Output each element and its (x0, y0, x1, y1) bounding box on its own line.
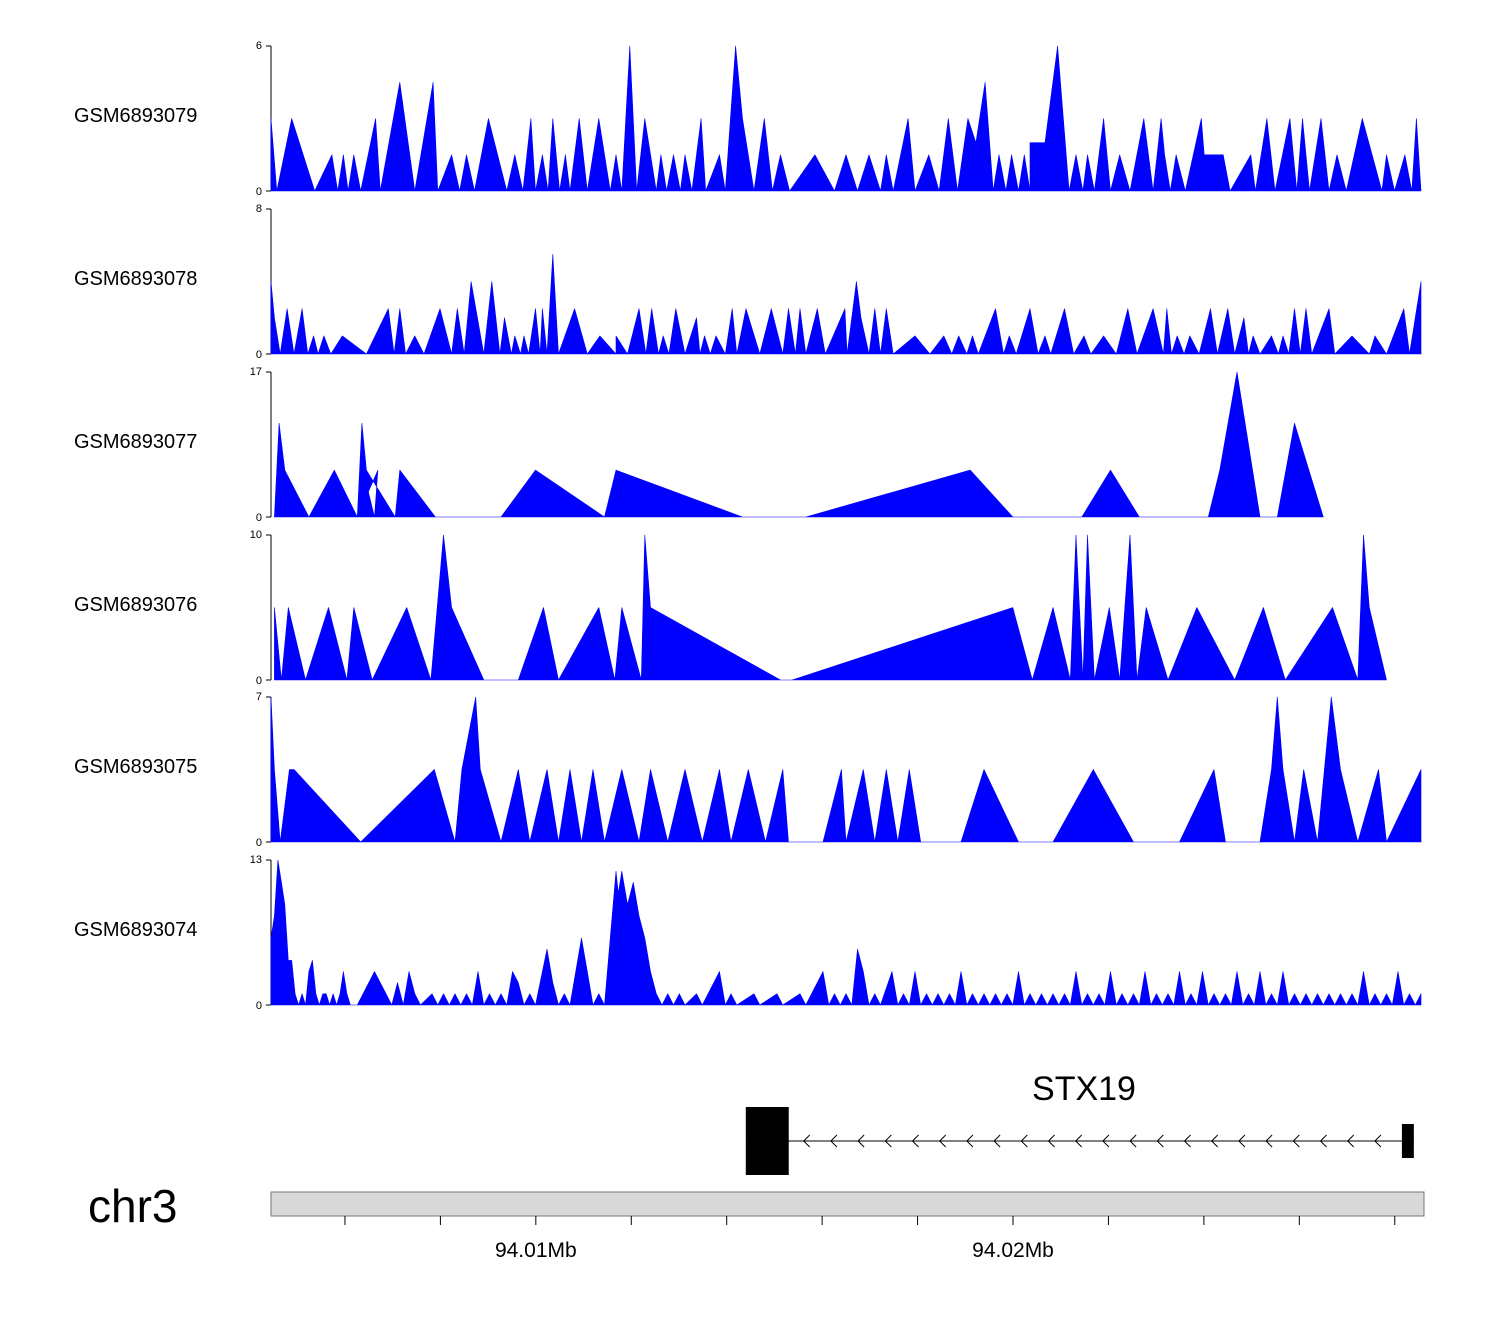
coverage-area (274, 371, 1324, 518)
strand-arrow (993, 1134, 1001, 1148)
strand-arrow (1183, 1134, 1191, 1148)
coverage-track: GSM6893077 17 0 (74, 366, 1324, 524)
coverage-area (270, 696, 1422, 843)
genome-axis-label: 94.01Mb (495, 1239, 577, 1262)
strand-arrow (830, 1134, 838, 1148)
strand-arrow (966, 1134, 974, 1148)
coverage-track: GSM6893078 8 0 (74, 203, 1422, 361)
strand-arrow (911, 1134, 919, 1148)
strand-arrow (1020, 1134, 1028, 1148)
track-label: GSM6893074 (74, 919, 197, 941)
strand-arrow (884, 1134, 892, 1148)
strand-arrow (802, 1134, 811, 1148)
strand-arrow (938, 1134, 947, 1148)
strand-arrow (1319, 1134, 1327, 1148)
y-axis-max-label: 13 (250, 854, 262, 866)
strand-arrow (1210, 1134, 1219, 1148)
track-label: GSM6893077 (74, 431, 197, 453)
coverage-area (270, 859, 1422, 1006)
strand-arrow (1292, 1134, 1300, 1148)
y-axis-max-label: 8 (256, 203, 262, 215)
track-label: GSM6893078 (74, 268, 197, 290)
strand-arrow (1074, 1134, 1083, 1148)
genome-axis: chr3 94.01Mb 94.02Mb (88, 1180, 1425, 1262)
track-label: GSM6893076 (74, 594, 197, 616)
y-axis-min-label: 0 (256, 512, 262, 524)
strand-arrow (1346, 1134, 1355, 1148)
y-axis-min-label: 0 (256, 349, 262, 361)
gene-exon (745, 1107, 789, 1175)
track-label: GSM6893079 (74, 105, 197, 127)
gene-exon (1401, 1124, 1414, 1158)
genome-axis-label: 94.02Mb (972, 1239, 1054, 1262)
y-axis-max-label: 17 (250, 366, 262, 378)
y-axis-min-label: 0 (256, 1000, 262, 1012)
coverage-track: GSM6893079 6 0 (74, 40, 1422, 198)
y-axis-max-label: 6 (256, 40, 262, 52)
strand-arrow (1102, 1134, 1110, 1148)
y-axis-min-label: 0 (256, 186, 262, 198)
coverage-track: GSM6893076 10 0 (74, 529, 1387, 687)
y-axis-min-label: 0 (256, 675, 262, 687)
y-axis-max-label: 10 (250, 529, 262, 541)
strand-arrow (1374, 1134, 1382, 1148)
strand-arrow (1129, 1134, 1137, 1148)
gene-annotation-track: STX19 (745, 1070, 1414, 1175)
coverage-tracks: GSM689307960GSM689307880GSM6893077170GSM… (74, 40, 1422, 1012)
strand-arrow (1238, 1134, 1246, 1148)
chromosome-bar (270, 1191, 1425, 1217)
strand-arrow (1156, 1134, 1164, 1148)
gene-label: STX19 (1032, 1070, 1136, 1108)
coverage-area (274, 534, 1387, 681)
track-label: GSM6893075 (74, 756, 197, 778)
coverage-track: GSM6893075 7 0 (74, 691, 1422, 849)
y-axis-max-label: 7 (256, 691, 262, 703)
strand-arrow (857, 1134, 865, 1148)
strand-arrow (1265, 1134, 1273, 1148)
coverage-track: GSM6893074 13 0 (74, 854, 1422, 1012)
coverage-area (270, 45, 1422, 192)
strand-arrow (1047, 1134, 1055, 1148)
chromosome-label: chr3 (88, 1180, 177, 1232)
y-axis-min-label: 0 (256, 837, 262, 849)
coverage-area (270, 254, 1422, 355)
